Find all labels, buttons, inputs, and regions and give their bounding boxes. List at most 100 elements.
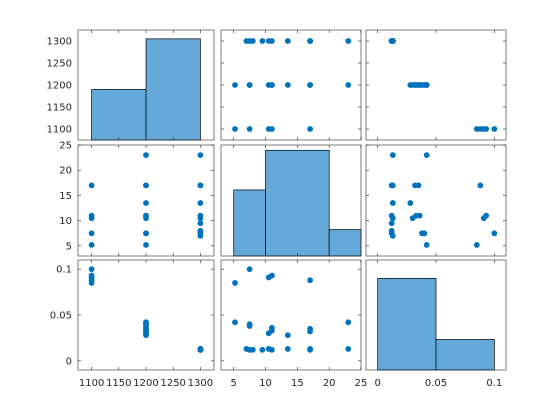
y-tick-label-row-2: 10 bbox=[59, 216, 72, 227]
scatter-1-3-point-25 bbox=[480, 126, 487, 132]
scatter-3-2-point-10 bbox=[307, 346, 313, 353]
scatter-1-2-point-18 bbox=[307, 82, 313, 88]
scatter-1-2-point-22 bbox=[246, 126, 253, 132]
scatter-1-2-point-20 bbox=[269, 82, 275, 88]
y-tick-label-row-2: 20 bbox=[59, 166, 72, 177]
scatter-1-2-point-3 bbox=[259, 38, 266, 44]
scatter-3-2-point-5 bbox=[284, 346, 291, 352]
scatter-2-3-point-17 bbox=[409, 215, 416, 222]
scatter-1-2-point-16 bbox=[345, 82, 352, 88]
scatter-2-1-point-14 bbox=[143, 200, 149, 206]
y-tick-label-row-1: 1250 bbox=[47, 59, 72, 70]
histogram-3-bar-2 bbox=[435, 339, 495, 371]
scatter-1-3-point-22 bbox=[491, 126, 498, 132]
scatter-2-3-point-16 bbox=[423, 152, 430, 158]
x-tick-label-col-2: 15 bbox=[291, 378, 304, 389]
scatter-2-1-point-3 bbox=[197, 220, 204, 227]
y-tick-label-row-3: 0.1 bbox=[56, 265, 72, 276]
scatter-2-3-point-10 bbox=[388, 182, 395, 189]
panel-1-3-background bbox=[366, 30, 506, 140]
scatter-2-3-point-19 bbox=[419, 230, 425, 237]
scatter-3-2-point-14 bbox=[284, 332, 291, 339]
scatter-1-2-point-19 bbox=[246, 82, 253, 88]
scatter-2-3-point-21 bbox=[473, 241, 480, 248]
scatter-1-2-point-25 bbox=[265, 126, 272, 132]
histogram-2-bar-1 bbox=[233, 189, 266, 257]
scatter-2-3-point-18 bbox=[412, 182, 418, 189]
histogram-2-bar-3 bbox=[328, 229, 362, 257]
scatter-1-2-point-5 bbox=[284, 38, 291, 44]
scatter-2-3-point-24 bbox=[477, 182, 484, 189]
x-tick-label-col-1: 1150 bbox=[106, 378, 131, 389]
scatter-3-1-point-20 bbox=[143, 324, 149, 331]
panel-2-3-background bbox=[366, 145, 506, 256]
scatter-1-2-point-10 bbox=[307, 38, 313, 44]
scatter-2-3-point-22 bbox=[491, 230, 498, 237]
scatter-1-2-point-21 bbox=[232, 126, 238, 132]
scatter-1-2-point-9 bbox=[265, 38, 272, 44]
scatter-2-1-point-24 bbox=[88, 182, 95, 189]
x-tick-label-col-2: 20 bbox=[323, 378, 336, 389]
scatter-3-2-point-3 bbox=[259, 346, 266, 353]
scatter-3-2-point-18 bbox=[307, 328, 313, 335]
scatter-2-3-point-9 bbox=[389, 215, 396, 222]
histogram-1-bar-2 bbox=[145, 38, 201, 141]
scatter-2-3-point-14 bbox=[407, 200, 414, 206]
panel-2-2-frame bbox=[220, 144, 362, 257]
panel-3-1-background bbox=[78, 260, 214, 370]
scatter-2-1-point-8 bbox=[197, 230, 204, 237]
y-tick-label-row-1: 1200 bbox=[47, 81, 72, 92]
scatter-2-1-point-20 bbox=[143, 212, 149, 219]
x-tick-label-col-1: 1200 bbox=[133, 378, 158, 389]
y-tick-label-row-1: 1150 bbox=[47, 103, 72, 114]
scatter-3-2-point-22 bbox=[246, 266, 253, 273]
scatter-2-3-point-8 bbox=[388, 230, 395, 237]
histogram-1-bar-1 bbox=[91, 89, 147, 141]
scatter-2-1-point-9 bbox=[197, 215, 204, 222]
y-tick-label-row-1: 1300 bbox=[47, 37, 72, 48]
scatter-2-3-point-7 bbox=[389, 152, 396, 158]
x-tick-label-col-1: 1300 bbox=[188, 378, 213, 389]
scatter-3-2-point-7 bbox=[345, 346, 352, 352]
scatter-3-1-point-10 bbox=[197, 346, 204, 353]
x-tick-label-col-3: 0.05 bbox=[425, 378, 447, 389]
scatter-3-2-point-21 bbox=[232, 280, 238, 286]
scatter-3-2-point-17 bbox=[265, 330, 272, 337]
scatter-1-2-point-8 bbox=[246, 38, 253, 44]
scatter-2-1-point-7 bbox=[197, 152, 204, 158]
scatter-2-1-point-5 bbox=[197, 200, 204, 206]
y-tick-label-row-2: 15 bbox=[59, 191, 72, 202]
scatter-3-2-point-8 bbox=[246, 346, 253, 353]
scatter-3-2-point-24 bbox=[307, 277, 313, 284]
y-tick-label-row-3: 0.05 bbox=[50, 311, 72, 322]
histogram-3-bar-1 bbox=[377, 277, 437, 371]
scatter-2-1-point-10 bbox=[197, 182, 204, 189]
scatter-2-1-point-19 bbox=[143, 230, 149, 237]
scatter-2-1-point-22 bbox=[88, 230, 95, 237]
scatter-2-3-point-5 bbox=[389, 200, 396, 206]
y-tick-label-row-2: 5 bbox=[66, 241, 72, 252]
scatter-3-2-point-25 bbox=[265, 274, 272, 281]
scatter-2-3-point-11 bbox=[423, 241, 430, 248]
histogram-2-bar-2 bbox=[265, 149, 330, 257]
panel-1-2-background bbox=[221, 30, 361, 140]
scatter-2-3-point-3 bbox=[388, 220, 395, 227]
scatter-1-3-point-20 bbox=[416, 82, 423, 88]
scatter-1-2-point-7 bbox=[345, 38, 352, 44]
x-tick-label-col-2: 10 bbox=[259, 378, 272, 389]
scatter-2-1-point-25 bbox=[88, 215, 95, 222]
scatter-2-3-point-20 bbox=[416, 212, 423, 219]
scatter-3-2-point-19 bbox=[246, 323, 253, 329]
y-tick-label-row-3: 0 bbox=[66, 356, 72, 367]
scatter-3-2-point-16 bbox=[345, 319, 352, 326]
scatter-1-2-point-11 bbox=[232, 82, 238, 88]
panel-3-2-background bbox=[221, 260, 361, 370]
x-tick-label-col-3: 0.1 bbox=[486, 378, 502, 389]
scatter-1-3-point-10 bbox=[388, 38, 395, 44]
y-tick-label-row-2: 25 bbox=[59, 141, 72, 152]
scatter-2-1-point-11 bbox=[143, 241, 149, 248]
scatter-1-2-point-14 bbox=[284, 82, 291, 88]
scatter-2-1-point-16 bbox=[143, 152, 149, 158]
x-tick-label-col-1: 1100 bbox=[79, 378, 104, 389]
